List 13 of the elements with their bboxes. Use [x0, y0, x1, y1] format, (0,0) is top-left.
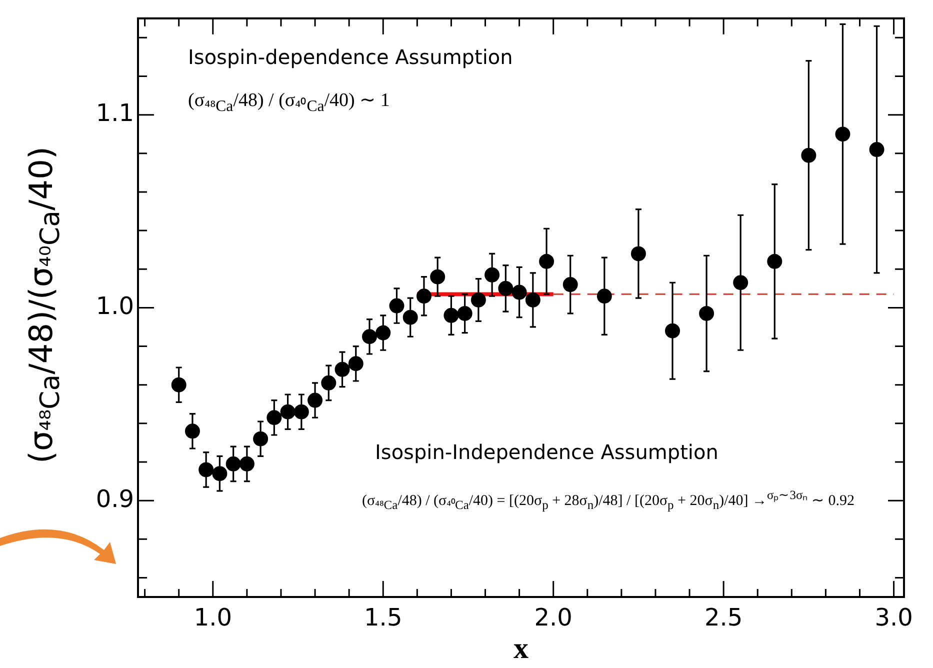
- y-tick-label: 0.9: [96, 484, 134, 513]
- annotation: Isospin-dependence Assumption: [188, 45, 513, 69]
- y-tick-label: 1.1: [96, 99, 134, 128]
- x-axis-title: x: [514, 632, 528, 666]
- annotation: Isospin-Independence Assumption: [375, 440, 718, 464]
- text: (σ$_{⁴⁸Ca}$/48) / (σ$_{⁴⁰Ca}$/40) = [(20σ$_{p}$ + 28σ$_{n}$)/48] / [(20σ$_{p}$ + 20σ$_{n}$)/40] →$^{σₚ∼3σₙ}$ ∼ 0.92: [362, 488, 854, 512]
- x-tick-label: 2.0: [534, 604, 572, 632]
- x-tick-label: 2.5: [704, 604, 743, 632]
- x-tick-label: 1.0: [194, 604, 232, 632]
- y-tick-label: 1.0: [96, 292, 134, 320]
- x-tick-label: 1.5: [364, 604, 402, 632]
- annotation: (σ$_{⁴⁸Ca}$/48) / (σ$_{⁴⁰Ca}$/40) ∼ 1: [188, 89, 390, 116]
- x-tick-label: 3.0: [874, 604, 913, 632]
